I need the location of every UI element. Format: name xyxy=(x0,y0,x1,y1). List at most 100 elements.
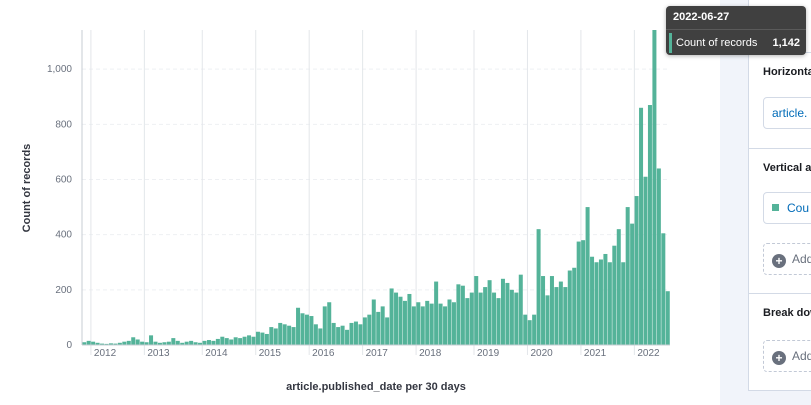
bar xyxy=(166,341,171,345)
bar xyxy=(229,339,234,345)
bar xyxy=(639,107,644,345)
x-tick-label: 2013 xyxy=(147,348,170,359)
plus-icon: + xyxy=(772,254,786,268)
bar xyxy=(594,262,599,345)
bar xyxy=(131,337,136,345)
field-label: Cou xyxy=(787,201,810,215)
bar xyxy=(380,306,385,345)
bar xyxy=(318,328,323,345)
bar xyxy=(527,320,532,345)
chart: Count of records article.published_date … xyxy=(21,30,670,393)
add-button[interactable]: + Add xyxy=(763,340,811,372)
bar xyxy=(220,336,225,345)
y-tick-label: 1,000 xyxy=(47,64,72,75)
bar xyxy=(541,276,546,345)
bar xyxy=(144,342,149,345)
field-button[interactable]: Cou xyxy=(763,192,811,224)
bar xyxy=(469,292,474,345)
bar xyxy=(630,223,635,345)
bar xyxy=(242,336,247,345)
y-tick-label: 600 xyxy=(55,175,72,186)
bar xyxy=(474,276,479,345)
bar xyxy=(247,335,252,345)
bar xyxy=(665,291,670,345)
bar xyxy=(656,168,661,345)
bar xyxy=(376,311,381,345)
x-axis-label: article.published_date per 30 days xyxy=(286,381,466,393)
bar xyxy=(429,303,434,345)
x-tick-label: 2021 xyxy=(584,348,607,359)
bar xyxy=(518,274,523,345)
bar xyxy=(532,314,537,345)
tooltip-divider xyxy=(666,29,806,30)
bar xyxy=(451,302,456,345)
bar xyxy=(184,341,189,345)
section-title: Break dow xyxy=(763,307,811,319)
bar xyxy=(300,313,305,345)
x-tick-label: 2020 xyxy=(530,348,553,359)
bar xyxy=(652,30,657,345)
bar xyxy=(189,340,194,345)
bar xyxy=(563,287,568,345)
bar xyxy=(625,207,630,345)
bar xyxy=(304,314,309,345)
bar xyxy=(206,340,211,345)
bar xyxy=(443,306,448,345)
bar xyxy=(358,324,363,345)
bar xyxy=(296,307,301,345)
tooltip-value: 1,142 xyxy=(772,37,800,49)
bar xyxy=(598,259,603,345)
bar xyxy=(603,253,608,345)
bar xyxy=(104,343,109,345)
bar xyxy=(117,342,122,345)
y-axis-label: Count of records xyxy=(21,144,33,233)
bar xyxy=(394,292,399,345)
tooltip-title: 2022-06-27 xyxy=(673,11,730,23)
bar xyxy=(536,229,541,345)
bar xyxy=(224,338,229,345)
bar xyxy=(126,340,131,345)
tooltip-color xyxy=(669,33,672,53)
bar xyxy=(661,233,666,345)
config-panel: Horizonta article. Vertical a Cou + Add B… xyxy=(748,0,811,391)
add-button[interactable]: + Add xyxy=(763,243,811,275)
bar xyxy=(460,285,465,345)
bar xyxy=(113,343,118,345)
x-tick-label: 2014 xyxy=(205,348,228,359)
bar xyxy=(447,299,452,345)
tooltip-label: Count of records xyxy=(676,37,758,49)
bar xyxy=(492,292,497,345)
bar xyxy=(251,336,256,345)
color-swatch xyxy=(772,204,779,211)
field-button[interactable]: article. xyxy=(763,97,811,129)
bar xyxy=(353,321,358,345)
bar xyxy=(367,314,372,345)
bar xyxy=(233,337,238,345)
bar xyxy=(175,340,180,345)
bar xyxy=(567,270,572,345)
y-tick-label: 0 xyxy=(66,340,72,351)
bar xyxy=(198,342,203,345)
bar xyxy=(585,207,590,345)
bar xyxy=(621,262,626,345)
bar xyxy=(607,262,612,345)
bar xyxy=(336,327,341,345)
plus-icon: + xyxy=(772,351,786,365)
bar xyxy=(135,339,140,345)
bar xyxy=(647,105,652,345)
bar xyxy=(95,342,100,345)
x-tick-label: 2022 xyxy=(637,348,660,359)
bar xyxy=(398,296,403,345)
bar xyxy=(309,316,314,345)
bar xyxy=(340,325,345,345)
bar xyxy=(505,282,510,345)
bar xyxy=(100,343,105,345)
bar xyxy=(362,317,367,345)
bar xyxy=(291,327,296,345)
bar xyxy=(278,322,283,345)
bar xyxy=(322,306,327,345)
bar xyxy=(411,306,416,345)
bar xyxy=(487,280,492,345)
bar xyxy=(576,241,581,345)
